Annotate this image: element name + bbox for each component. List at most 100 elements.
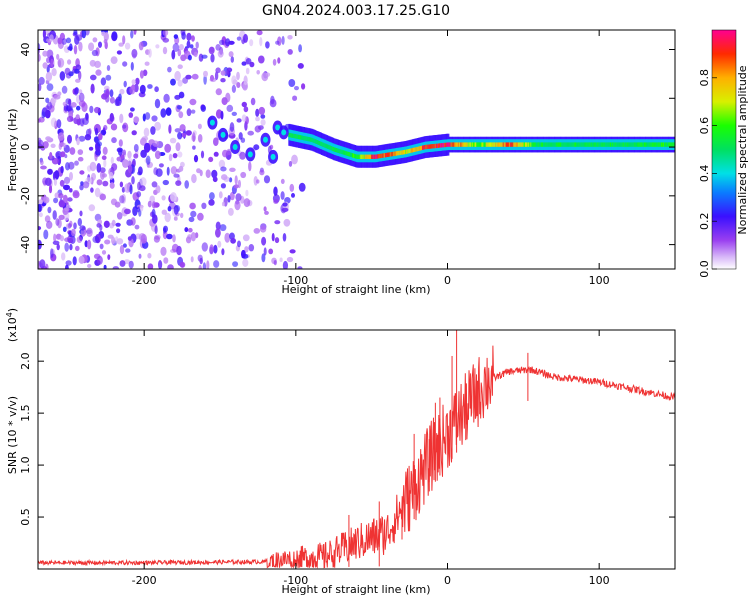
heatmap-cell bbox=[68, 161, 75, 170]
heatmap-cell bbox=[358, 154, 361, 159]
heatmap-cell bbox=[663, 142, 665, 147]
heatmap-cell bbox=[72, 191, 80, 199]
heatmap-cell bbox=[88, 128, 92, 136]
heatmap-cell bbox=[154, 86, 159, 93]
heatmap-cell bbox=[88, 42, 95, 51]
heatmap-cell bbox=[73, 44, 78, 55]
heatmap-cell bbox=[245, 189, 249, 197]
heatmap-cell bbox=[174, 70, 181, 81]
heatmap-cell bbox=[89, 59, 96, 67]
heatmap-cell bbox=[197, 212, 204, 221]
heatmap-cell bbox=[69, 243, 73, 251]
heatmap-cell bbox=[263, 136, 268, 143]
heatmap-cell bbox=[133, 153, 139, 159]
heatmap-cell bbox=[64, 242, 69, 252]
heatmap-cell bbox=[210, 74, 214, 82]
heatmap-cell bbox=[516, 142, 519, 147]
heatmap-cell bbox=[116, 50, 122, 55]
heatmap-cell bbox=[529, 142, 532, 147]
heatmap-cell bbox=[122, 159, 129, 168]
heatmap-cell bbox=[46, 101, 53, 110]
heatmap-cell bbox=[364, 154, 367, 159]
heatmap-cell bbox=[68, 98, 72, 107]
heatmap-cell bbox=[607, 142, 610, 147]
heatmap-cell bbox=[109, 171, 114, 180]
heatmap-cell bbox=[50, 98, 57, 104]
heatmap-cell bbox=[330, 146, 333, 151]
heatmap-cell bbox=[511, 142, 514, 147]
heatmap-cell bbox=[209, 244, 214, 255]
heatmap-cell bbox=[111, 236, 116, 245]
heatmap-cell bbox=[270, 153, 276, 160]
heatmap-cell bbox=[128, 112, 134, 118]
heatmap-cell bbox=[213, 260, 220, 268]
heatmap-cell bbox=[356, 154, 359, 159]
heatmap-cell bbox=[181, 31, 186, 40]
heatmap-cell bbox=[651, 142, 654, 147]
heatmap-cell bbox=[574, 142, 577, 147]
heatmap-cell bbox=[220, 183, 226, 189]
heatmap-cell bbox=[601, 142, 604, 147]
heatmap-cell bbox=[147, 252, 152, 259]
heatmap-cell bbox=[474, 142, 476, 147]
heatmap-cell bbox=[496, 142, 499, 147]
heatmap-cell bbox=[177, 64, 183, 69]
heatmap-cell bbox=[643, 142, 646, 147]
heatmap-cell bbox=[38, 76, 45, 85]
heatmap-cell bbox=[190, 256, 194, 263]
heatmap-cell bbox=[383, 153, 386, 158]
heatmap-cell bbox=[119, 181, 124, 188]
heatmap-cell bbox=[130, 107, 135, 112]
heatmap-cell bbox=[275, 124, 281, 131]
heatmap-cell bbox=[372, 154, 375, 159]
y-tick-label: 40 bbox=[19, 43, 32, 57]
heatmap-cell bbox=[158, 260, 163, 269]
heatmap-cell bbox=[380, 153, 383, 159]
heatmap-cell bbox=[297, 134, 300, 140]
heatmap-cell bbox=[61, 38, 67, 45]
heatmap-cell bbox=[413, 147, 416, 152]
heatmap-cell bbox=[669, 142, 672, 147]
heatmap-cell bbox=[230, 237, 237, 244]
y-tick-label: -40 bbox=[19, 236, 32, 254]
heatmap-cell bbox=[437, 143, 440, 148]
heatmap-cell bbox=[57, 132, 65, 141]
heatmap-cell bbox=[53, 233, 57, 242]
heatmap-cell bbox=[54, 192, 60, 199]
heatmap-cell bbox=[170, 166, 178, 175]
heatmap-cell bbox=[263, 206, 267, 212]
heatmap-cell bbox=[297, 266, 303, 269]
heatmap-cell bbox=[247, 151, 253, 158]
heatmap-cell bbox=[240, 171, 247, 179]
heatmap-cell bbox=[79, 225, 86, 231]
heatmap-cell bbox=[138, 41, 144, 51]
heatmap-cell bbox=[69, 147, 76, 155]
heatmap-cell bbox=[134, 224, 140, 230]
heatmap-cell bbox=[96, 255, 103, 265]
heatmap-cell bbox=[59, 179, 65, 187]
heatmap-cell bbox=[129, 184, 133, 195]
heatmap-cell bbox=[42, 50, 48, 57]
heatmap-cell bbox=[282, 260, 288, 269]
heatmap-cell bbox=[243, 198, 251, 208]
heatmap-cell bbox=[128, 260, 134, 269]
y-tick-label: 0 bbox=[19, 144, 32, 151]
heatmap-cell bbox=[458, 142, 461, 147]
heatmap-cell bbox=[234, 175, 238, 185]
heatmap-cell bbox=[144, 112, 151, 120]
heatmap-cell bbox=[82, 117, 89, 125]
heatmap-cell bbox=[673, 142, 675, 147]
heatmap-cell bbox=[124, 42, 131, 50]
heatmap-cell bbox=[211, 169, 218, 179]
heatmap-cell bbox=[563, 142, 566, 147]
heatmap-cell bbox=[47, 168, 53, 175]
heatmap-cell bbox=[241, 61, 247, 66]
heatmap-cell bbox=[463, 142, 466, 147]
heatmap-cell bbox=[501, 142, 504, 147]
heatmap-cell bbox=[170, 78, 176, 86]
heatmap-cell bbox=[127, 236, 132, 241]
heatmap-cell bbox=[142, 113, 146, 122]
heatmap-cell bbox=[208, 199, 215, 206]
heatmap-cell bbox=[178, 91, 185, 99]
